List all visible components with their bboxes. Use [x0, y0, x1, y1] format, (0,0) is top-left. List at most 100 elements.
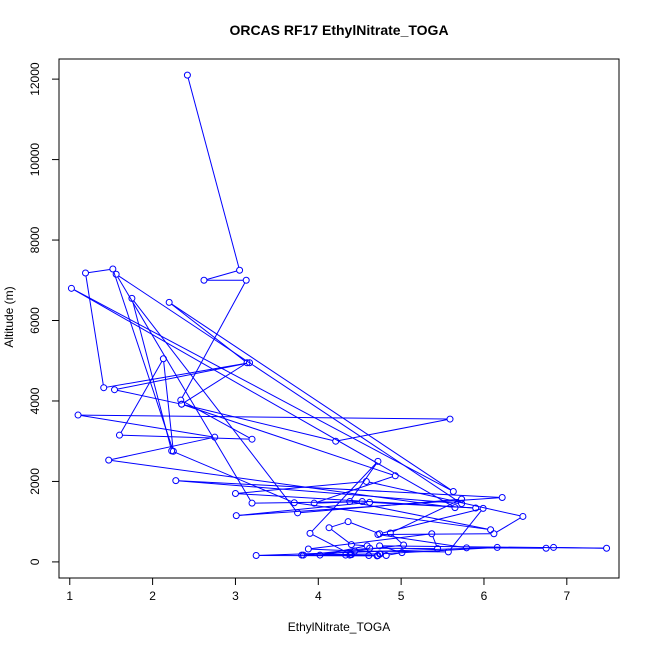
data-point — [100, 384, 108, 392]
series-segment — [117, 389, 179, 405]
series-segment — [350, 522, 377, 534]
data-point — [177, 396, 185, 404]
series-segment — [380, 533, 491, 536]
data-point — [376, 530, 384, 538]
data-point — [487, 526, 495, 534]
series-segment — [238, 481, 364, 494]
data-point — [236, 266, 244, 274]
data-point — [200, 276, 208, 284]
data-point — [243, 359, 251, 367]
series-segment — [432, 536, 437, 547]
data-point — [347, 541, 355, 549]
series-segment — [338, 419, 448, 442]
data-point — [458, 500, 466, 508]
series-segment — [81, 414, 448, 420]
series-segment — [117, 276, 251, 501]
series-segment — [311, 463, 377, 532]
data-point — [298, 551, 306, 559]
data-point — [67, 284, 75, 292]
data-point — [428, 530, 436, 538]
series-segment — [88, 268, 110, 274]
x-tick-label: 6 — [481, 589, 488, 603]
data-point — [248, 435, 256, 443]
series-segment — [382, 545, 604, 549]
data-point — [211, 433, 219, 441]
data-point — [112, 270, 120, 278]
y-tick-label: 12000 — [28, 62, 42, 96]
series-layer — [67, 71, 611, 560]
series-segment — [132, 301, 172, 449]
series-segment — [171, 303, 452, 491]
series-segment — [184, 404, 393, 476]
data-point — [165, 298, 173, 306]
series-segment — [239, 502, 367, 516]
series-segment — [111, 437, 212, 460]
data-point — [248, 499, 256, 507]
series-segment — [392, 499, 460, 533]
data-point — [449, 488, 457, 495]
data-point — [362, 477, 370, 485]
series-segment — [331, 522, 346, 528]
data-point — [168, 447, 176, 455]
series-segment — [311, 533, 429, 550]
series-segment — [331, 529, 350, 544]
series-segment — [300, 498, 459, 514]
data-point — [366, 498, 374, 506]
x-tick-label: 4 — [315, 589, 322, 603]
data-point — [458, 495, 466, 503]
series-segment — [255, 501, 360, 504]
series-segment — [389, 552, 400, 556]
series-segment — [111, 460, 453, 508]
data-point — [374, 457, 382, 465]
data-point — [346, 551, 354, 559]
data-point — [472, 504, 480, 512]
data-point — [398, 549, 406, 557]
data-point — [603, 544, 611, 552]
data-point — [493, 543, 501, 551]
data-point — [332, 437, 340, 445]
data-point — [451, 504, 459, 512]
series-segment — [369, 481, 521, 517]
series-segment — [351, 463, 377, 500]
series-segment — [120, 361, 163, 433]
data-point — [463, 544, 471, 552]
data-point — [434, 545, 442, 553]
data-point — [446, 415, 454, 423]
data-point — [374, 551, 382, 559]
data-point — [346, 498, 354, 506]
series-segment — [354, 544, 365, 547]
y-tick-label: 0 — [28, 558, 42, 565]
data-point — [310, 499, 318, 507]
data-point — [232, 512, 240, 520]
data-point — [498, 494, 506, 502]
series-segment — [113, 271, 173, 449]
series-segment — [178, 480, 500, 498]
data-point — [172, 477, 180, 485]
data-point — [304, 545, 312, 553]
series-segment — [181, 282, 246, 398]
y-tick-label: 6000 — [28, 307, 42, 334]
x-axis-label: EthylNitrate_TOGA — [288, 620, 390, 634]
data-point — [231, 490, 239, 498]
x-tick-label: 2 — [149, 589, 156, 603]
data-point — [111, 386, 119, 394]
data-point — [82, 269, 90, 277]
series-segment — [352, 501, 488, 530]
series-segment — [184, 404, 333, 441]
series-segment — [496, 517, 521, 533]
data-point — [344, 518, 352, 526]
y-tick-label: 10000 — [28, 143, 42, 177]
series-segment — [85, 275, 104, 385]
data-point — [325, 524, 333, 532]
series-segment — [133, 300, 297, 511]
data-point — [306, 529, 314, 537]
series-segment — [163, 361, 174, 449]
series-segment — [322, 544, 401, 556]
data-point — [183, 71, 191, 79]
data-point — [246, 359, 254, 367]
series-segment — [117, 362, 247, 390]
series-segment — [73, 289, 451, 491]
data-point — [365, 551, 373, 559]
chart-title: ORCAS RF17 EthylNitrate_TOGA — [229, 22, 448, 38]
